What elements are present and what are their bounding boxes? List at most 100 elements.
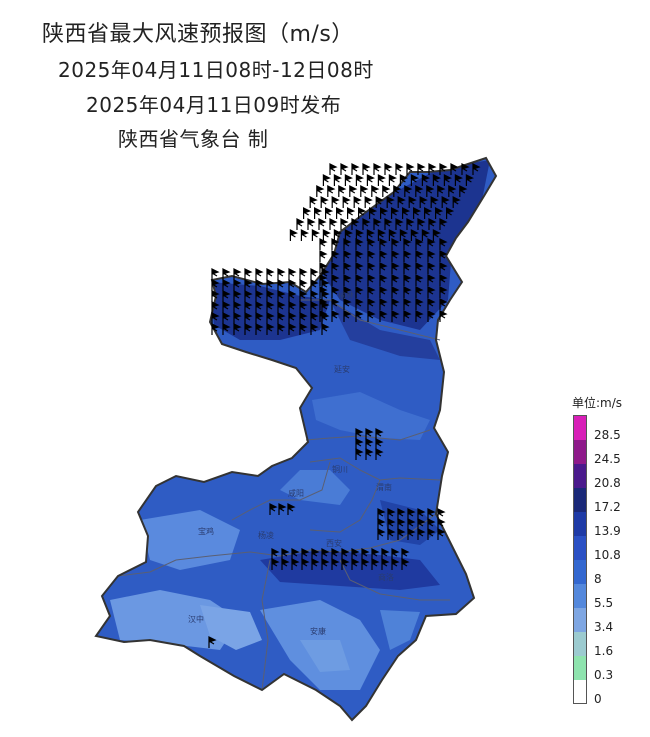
wind-barb-icon [331,286,340,298]
wind-barb-icon [419,196,428,208]
legend-label: 28.5 [594,428,621,442]
wind-barb-icon [311,229,320,241]
wind-barb-icon [427,250,436,262]
wind-barb-icon [415,298,424,310]
wind-barb-icon [410,229,419,241]
wind-barb-icon [303,207,312,219]
wind-barb-icon [343,274,352,286]
wind-barb-icon [211,323,220,335]
wind-barb-icon [415,274,424,286]
wind-barb-icon [371,185,380,197]
wind-barb-icon [362,163,371,175]
wind-barb-icon [373,218,382,230]
legend-unit-label: 单位:m/s [572,396,623,410]
wind-barb-icon [428,218,437,230]
city-label-weinan: 渭南 [376,482,392,492]
wind-barb-icon [417,528,426,540]
wind-speed-field [110,160,490,690]
wind-barb-icon [329,163,338,175]
legend-label: 13.9 [594,524,621,538]
wind-barb-icon [417,518,426,530]
wind-barb-icon [349,185,358,197]
wind-barb-icon [255,290,264,302]
legend-label: 20.8 [594,476,621,490]
legend-swatch [574,608,586,632]
wind-barb-icon [355,428,364,440]
wind-barb-icon [307,218,316,230]
wind-barb-icon [407,518,416,530]
wind-barb-icon [397,508,406,520]
wind-barb-icon [351,163,360,175]
wind-barb-icon [367,298,376,310]
wind-barb-icon [377,229,386,241]
wind-barb-icon [413,207,422,219]
wind-barb-icon [387,518,396,530]
city-label-yulin: 榆林 [338,290,354,300]
wind-barb-icon [281,558,290,570]
wind-barb-icon [358,207,367,219]
wind-barb-icon [397,196,406,208]
wind-barb-icon [353,196,362,208]
wind-barb-icon [288,301,297,313]
wind-barb-icon [311,558,320,570]
wind-barb-icon [427,286,436,298]
wind-barb-icon [310,323,319,335]
wind-barb-icon [299,323,308,335]
wind-barb-icon [355,448,364,460]
city-label-baoji: 宝鸡 [198,526,214,536]
wind-barb-icon [351,558,360,570]
wind-barb-icon [384,163,393,175]
wind-barb-icon [435,207,444,219]
wind-barb-icon [367,310,376,322]
wind-barb-icon [301,548,310,560]
city-label-xianyang: 咸阳 [288,488,304,498]
prefecture-boundaries [117,299,450,691]
wind-barb-icon [415,262,424,274]
wind-barb-icon [319,298,328,310]
wind-barb-icon [461,163,470,175]
wind-barb-icon [277,323,286,335]
wind-barb-icon [211,301,220,313]
wind-barb-icon [271,558,280,570]
wind-barb-icon [211,268,220,280]
wind-barb-icon [427,298,436,310]
wind-barb-icon [367,238,376,250]
city-label-xian: 西安 [326,538,342,548]
wind-barb-icon [427,518,436,530]
wind-barb-icon [401,558,410,570]
wind-barb-icon [316,185,325,197]
wind-barb-icon [362,218,371,230]
legend-swatch [574,488,586,512]
wind-barb-icon [319,250,328,262]
wind-barb-icon [375,448,384,460]
title-line-2: 2025年04月11日08时-12日08时 [58,58,374,82]
wind-barb-icon [439,238,448,250]
wind-barb-icon [333,229,342,241]
wind-barb-icon [365,448,374,460]
wind-barb-icon [351,218,360,230]
wind-barb-icon [391,286,400,298]
wind-barb-icon [255,279,264,291]
legend-swatch [574,584,586,608]
city-label-tongchuan: 铜川 [332,464,348,474]
wind-barb-icon [367,274,376,286]
wind-barb-icon [288,290,297,302]
city-label-yangling: 杨凌 [258,530,274,540]
wind-barb-icon [381,548,390,560]
wind-barb-icon [233,312,242,324]
wind-barb-icon [427,262,436,274]
wind-barb-icon [255,323,264,335]
wind-barb-icon [340,218,349,230]
wind-barb-icon [244,312,253,324]
wind-barb-icon [388,174,397,186]
wind-barb-icon [288,279,297,291]
wind-barb-icon [331,274,340,286]
wind-barb-icon [384,218,393,230]
wind-barb-icon [439,274,448,286]
wind-barb-icon [310,279,319,291]
wind-barb-icon [439,250,448,262]
wind-barb-icon [291,548,300,560]
wind-barb-icon [391,274,400,286]
wind-barb-icon [320,196,329,208]
wind-barb-icon [379,286,388,298]
